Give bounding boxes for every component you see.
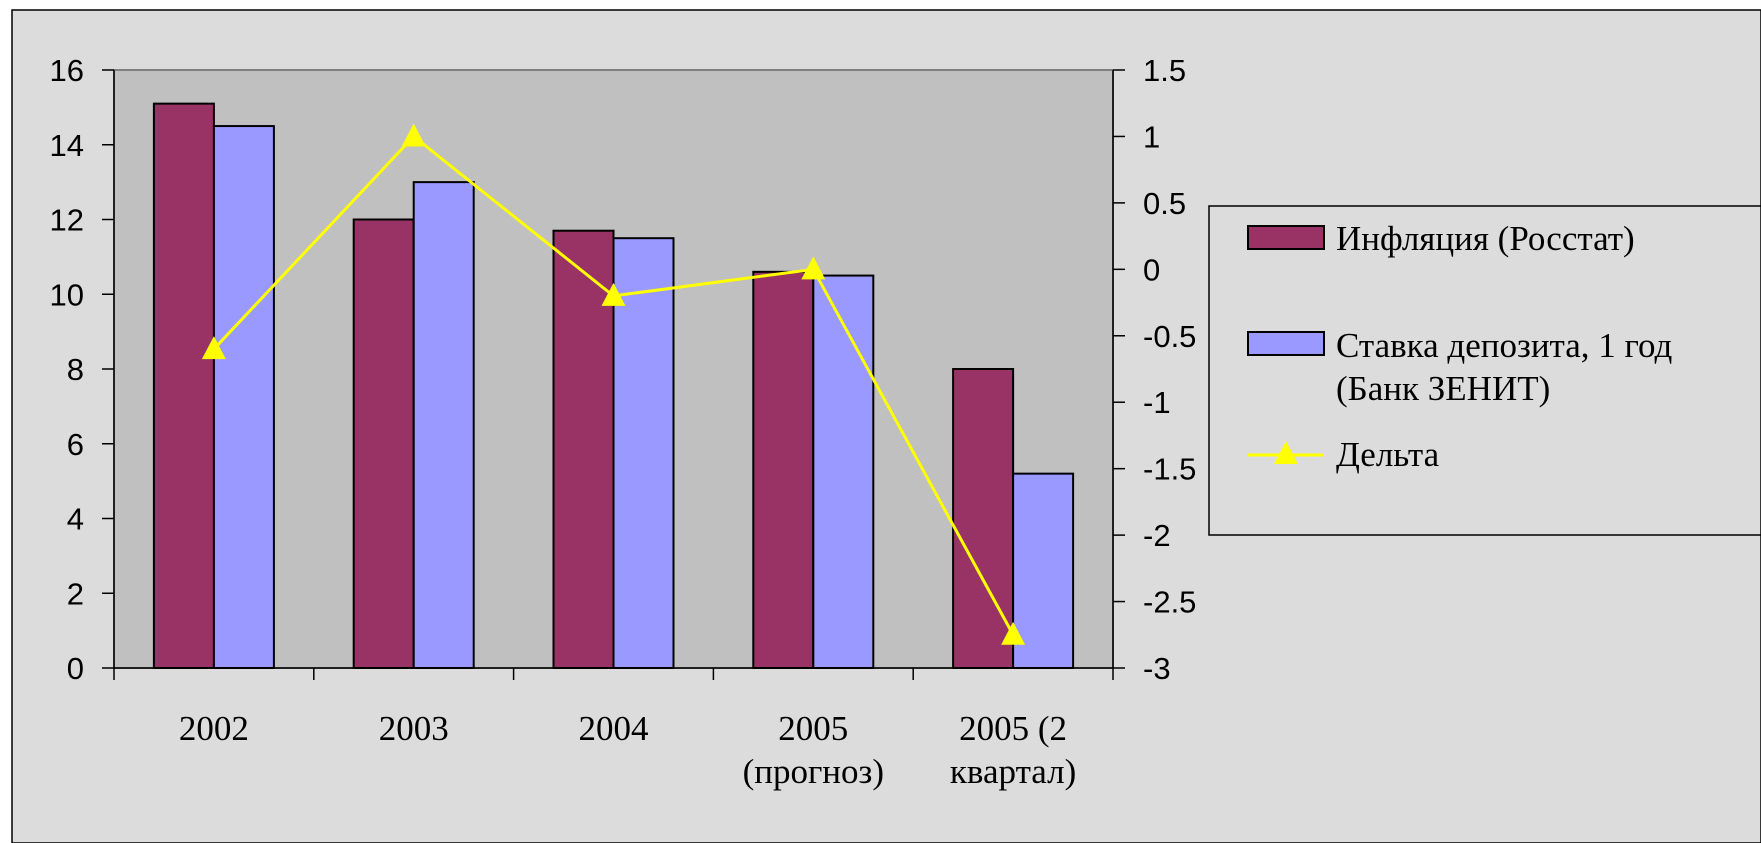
bar-deposit-4 <box>1012 472 1075 669</box>
legend-label-deposit-line2: (Банк ЗЕНИТ) <box>1336 369 1550 408</box>
y-left-tick-label-3: 6 <box>67 427 84 462</box>
legend: Инфляция (Росстат) Ставка депозита, 1 го… <box>1208 205 1761 536</box>
delta-point-2 <box>601 282 626 306</box>
y-right-tick-label-3: -1.5 <box>1143 452 1196 487</box>
y-right-tick-label-2: -2 <box>1143 518 1171 553</box>
delta-point-0 <box>201 336 226 360</box>
bar-deposit-1 <box>412 181 475 669</box>
y-right-tick-label-5: -0.5 <box>1143 319 1196 354</box>
legend-box <box>1208 205 1761 536</box>
delta-point-3 <box>801 256 826 280</box>
x-tick-label-line: 2003 <box>379 709 449 748</box>
delta-line-group <box>201 123 1026 645</box>
bar-deposit-2 <box>612 237 675 669</box>
y-right-tick-label-1: -2.5 <box>1143 585 1196 620</box>
y-right-tick-label-9: 1.5 <box>1143 53 1186 88</box>
y-left-tick-label-5: 10 <box>50 277 84 312</box>
bar-inflation-4 <box>952 368 1015 669</box>
y-left-tick-label-2: 4 <box>67 502 84 537</box>
x-tick-label-line: квартал) <box>950 752 1076 791</box>
y-right-tick-label-4: -1 <box>1143 385 1171 420</box>
x-tick-label-1: 2003 <box>379 709 449 748</box>
x-tick-label-2: 2004 <box>579 709 649 748</box>
y-right-tick-label-0: -3 <box>1143 651 1171 686</box>
bar-deposit-0 <box>212 125 275 669</box>
x-tick-label-line: 2004 <box>579 709 649 748</box>
bar-inflation-0 <box>152 102 215 669</box>
y-left-tick-label-7: 14 <box>50 128 84 163</box>
legend-label-inflation-line: Инфляция (Росстат) <box>1336 219 1635 258</box>
x-tick-label-line: 2002 <box>179 709 249 748</box>
x-tick-label-line: 2005 (2 <box>959 709 1067 748</box>
bar-inflation-3 <box>752 270 815 669</box>
legend-label-deposit-line1: Ставка депозита, 1 год <box>1336 326 1673 365</box>
y-left-tick-label-4: 8 <box>67 352 84 387</box>
bars-group <box>152 102 1075 669</box>
y-left-tick-label-6: 12 <box>50 203 84 238</box>
bar-deposit-3 <box>812 274 875 669</box>
axes-group: 0 2 4 6 8 10 12 14 16 -3 -2.5 -2 -1.5 -1 -0.5 0 0.5 1 1.5 <box>50 53 1197 686</box>
y-left-tick-label-0: 0 <box>67 651 84 686</box>
category-labels: 2002 2003 2004 2005 (прогноз) 2005 (2 квартал) <box>179 709 1076 791</box>
delta-point-1 <box>401 123 426 147</box>
legend-swatch-inflation <box>1247 225 1325 250</box>
y-left-tick-label-1: 2 <box>67 576 84 611</box>
delta-point-4 <box>1001 621 1026 645</box>
y-right-tick-label-6: 0 <box>1143 252 1160 287</box>
bar-inflation-1 <box>352 218 415 669</box>
x-tick-label-line: (прогноз) <box>743 752 884 791</box>
legend-swatch-delta-marker <box>1274 441 1298 464</box>
legend-swatch-deposit <box>1247 331 1325 356</box>
x-tick-label-0: 2002 <box>179 709 249 748</box>
x-tick-label-line: 2005 <box>778 709 848 748</box>
y-right-tick-label-8: 1 <box>1143 119 1160 154</box>
y-right-tick-label-7: 0.5 <box>1143 186 1186 221</box>
x-tick-label-4: 2005 (2 квартал) <box>950 709 1076 791</box>
legend-label-inflation: Инфляция (Росстат) <box>1336 219 1635 258</box>
legend-label-deposit: Ставка депозита, 1 год (Банк ЗЕНИТ) <box>1336 326 1673 408</box>
legend-label-delta-line: Дельта <box>1336 435 1440 474</box>
legend-label-delta: Дельта <box>1336 435 1440 474</box>
y-left-tick-label-8: 16 <box>50 53 84 88</box>
x-tick-label-3: 2005 (прогноз) <box>743 709 884 791</box>
bar-inflation-2 <box>552 229 615 669</box>
